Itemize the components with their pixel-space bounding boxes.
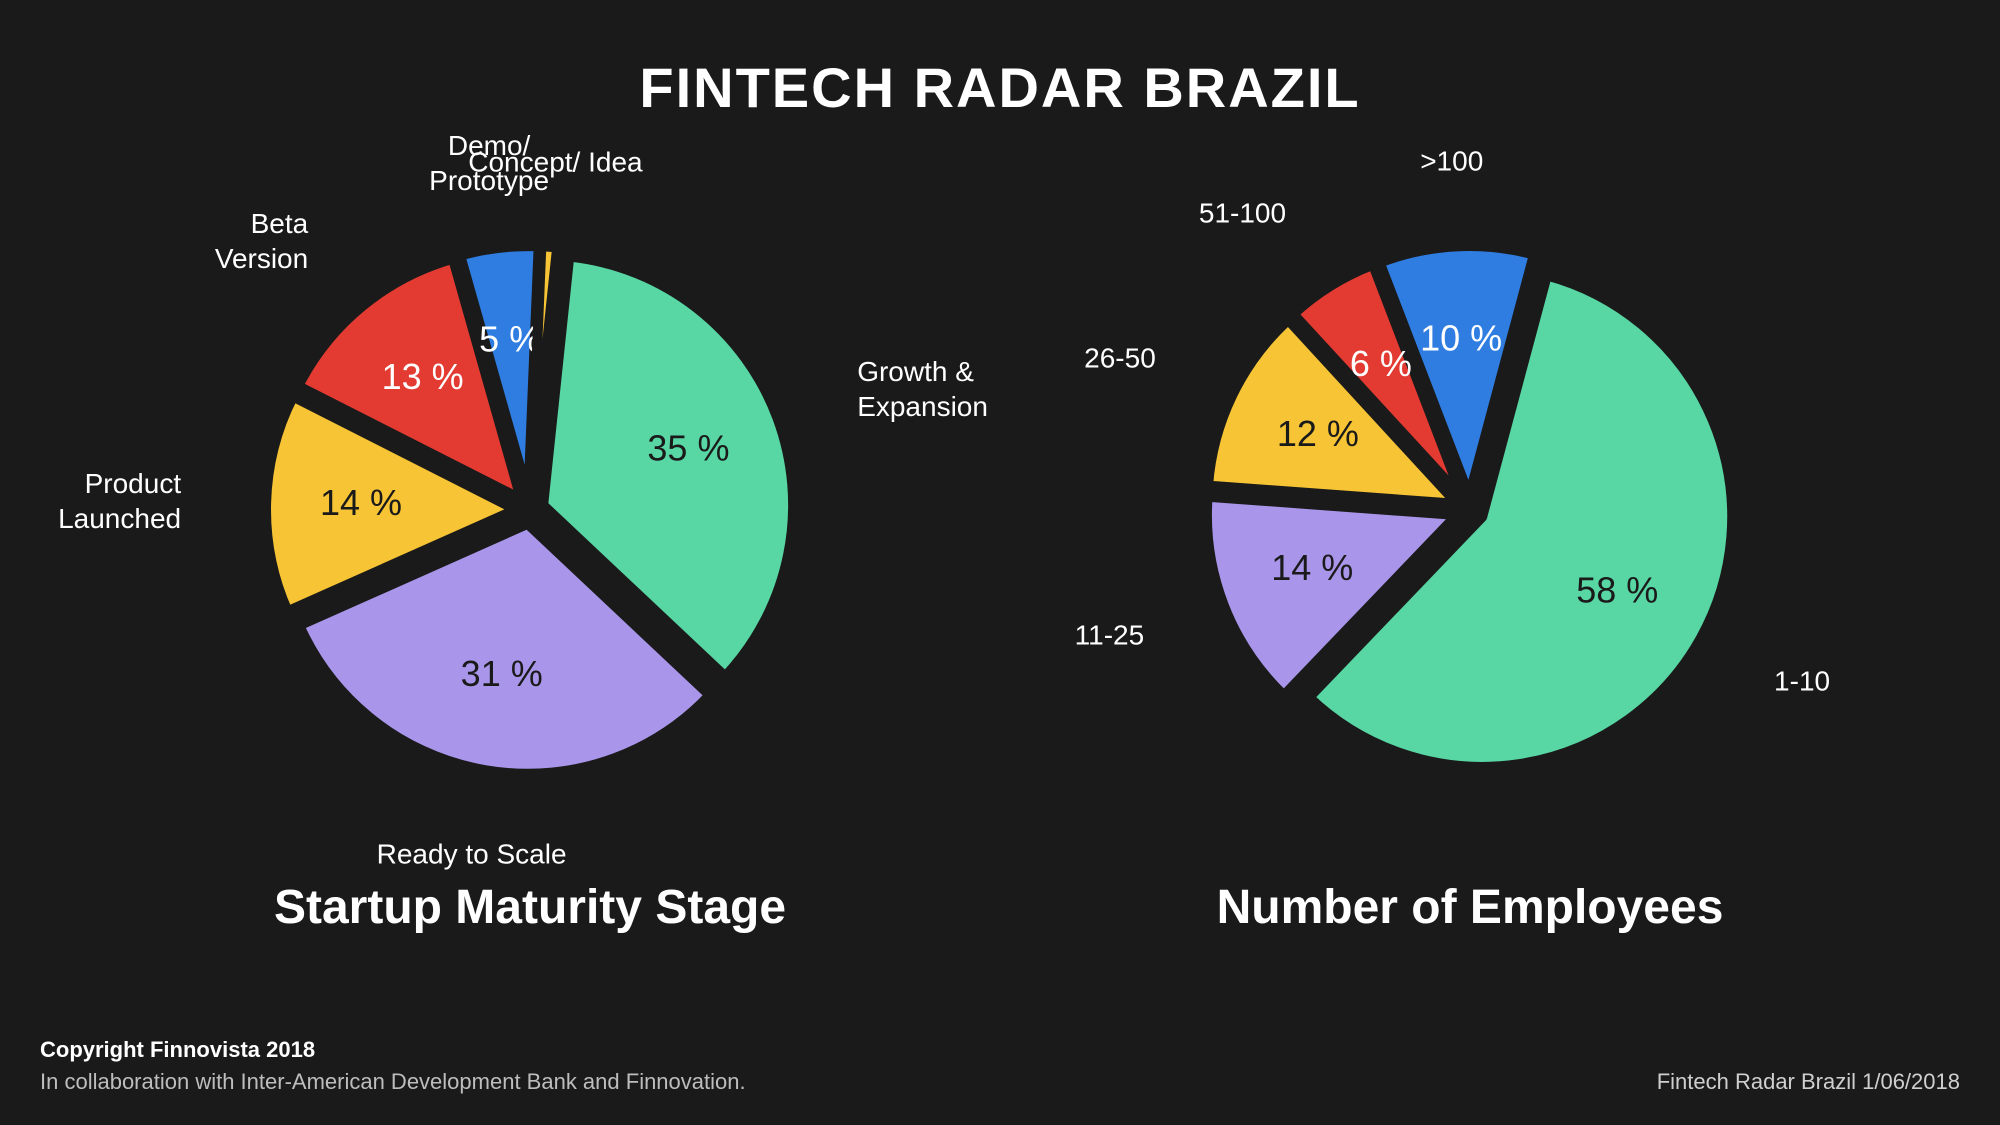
slice-percent: 31 % [461,653,543,694]
pie-chart-employees: 58 %14 %12 %6 %10 %1-1011-2526-5051-100>… [1020,150,1920,870]
footer-collab: In collaboration with Inter-American Dev… [40,1069,746,1095]
slice-label: 1-10 [1774,664,1830,699]
chart2-subtitle: Number of Employees [1020,880,1920,935]
pie-chart-maturity: 35 %31 %14 %13 %5 %1 %Growth & Expansion… [80,150,980,870]
slice-percent: 13 % [382,356,464,397]
footer-right: Fintech Radar Brazil 1/06/2018 [1657,1069,1960,1095]
slice-label: Beta Version [215,206,308,276]
slice-percent: 35 % [647,428,729,469]
slice-percent: 14 % [320,482,402,523]
page-title: FINTECH RADAR BRAZIL [0,0,2000,120]
footer: Copyright Finnovista 2018 In collaborati… [40,1037,1960,1095]
subtitles-row: Startup Maturity Stage Number of Employe… [0,880,2000,935]
slice-percent: 10 % [1420,318,1502,359]
slice-percent: 12 % [1277,413,1359,454]
slice-label: 51-100 [1199,196,1286,231]
chart1-subtitle: Startup Maturity Stage [80,880,980,935]
slice-label: Concept/ Idea [468,144,642,179]
footer-copyright: Copyright Finnovista 2018 [40,1037,746,1063]
charts-row: 35 %31 %14 %13 %5 %1 %Growth & Expansion… [0,150,2000,870]
pie-svg: 58 % 14 % 12 % 6 %10 % [1020,150,1920,870]
slice-label: 26-50 [1084,341,1156,376]
slice-label: 11-25 [1075,618,1145,653]
slice-percent: 58 % [1576,569,1658,610]
slice-label: Growth & Expansion [857,354,988,424]
slice-label: Product Launched [58,466,181,536]
slice-label: >100 [1420,144,1483,179]
slice-percent: 14 % [1271,547,1353,588]
slice-label: Ready to Scale [377,837,567,872]
slice-percent: 6 % [1350,343,1412,384]
